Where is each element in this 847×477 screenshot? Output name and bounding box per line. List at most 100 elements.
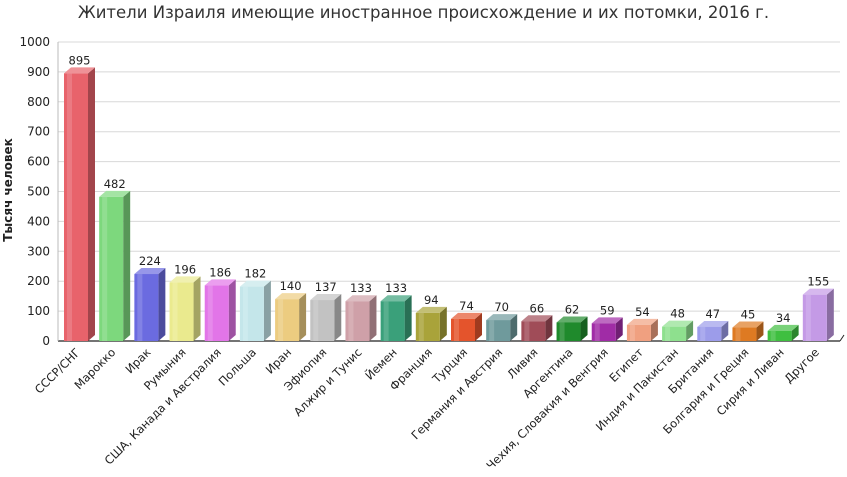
bar [486, 314, 518, 341]
bar-highlight [735, 327, 741, 341]
data-label: 74 [459, 299, 474, 313]
y-tick-label: 700 [27, 125, 50, 139]
data-label: 196 [174, 262, 196, 276]
bar-side [334, 294, 342, 341]
bar-highlight [418, 312, 424, 341]
bar-highlight [454, 318, 459, 341]
bar [134, 268, 166, 341]
bar [732, 321, 764, 341]
x-tick-label: Другое [781, 345, 821, 385]
bar-highlight [207, 285, 213, 341]
bar [239, 280, 271, 341]
data-label: 48 [670, 307, 685, 321]
bar-top [64, 67, 95, 74]
data-label: 54 [635, 305, 650, 319]
bar-side [721, 320, 729, 341]
bar-top [134, 268, 166, 275]
bar [802, 288, 834, 341]
bar [169, 276, 201, 341]
bar [556, 316, 588, 341]
bar-side [650, 318, 658, 341]
x-tick-label: СССР/СНГ [32, 345, 83, 396]
bar-top [767, 324, 799, 331]
data-label: 182 [244, 267, 266, 281]
bar [521, 315, 553, 341]
y-tick-label: 900 [27, 65, 50, 79]
bar-side [88, 67, 95, 342]
x-tick-label: Иран [263, 345, 294, 376]
y-tick-label: 300 [27, 244, 50, 258]
data-label: 45 [741, 308, 756, 322]
bar-highlight [383, 301, 389, 341]
x-axis-depth-line [839, 334, 845, 342]
bars [64, 67, 834, 342]
bar-side [826, 288, 834, 341]
data-label: 137 [315, 280, 337, 294]
x-tick-label: Ирак [122, 345, 153, 376]
bar-top [239, 280, 271, 287]
data-label: 34 [776, 311, 791, 325]
bar-highlight [137, 274, 143, 341]
bar-side [475, 312, 482, 341]
bar-side [263, 280, 271, 341]
bar-highlight [629, 324, 635, 341]
data-label: 66 [530, 301, 545, 315]
bar-side [545, 315, 553, 341]
bar-highlight [242, 286, 248, 341]
data-label: 59 [600, 303, 615, 317]
data-label: 133 [385, 281, 407, 295]
chart-title: Жители Израиля имеющие иностранное проис… [77, 3, 770, 22]
bar-side [615, 317, 623, 341]
bar-top [99, 190, 131, 197]
bar-side [580, 316, 588, 341]
bar-side [228, 279, 236, 341]
bar-highlight [489, 320, 495, 341]
bar-top [697, 320, 729, 327]
y-tick-label: 0 [42, 334, 50, 348]
y-tick-label: 1000 [19, 35, 50, 49]
bar-highlight [665, 326, 671, 341]
bar-front [767, 330, 792, 341]
data-label: 140 [280, 279, 302, 293]
bar-side [510, 314, 518, 341]
bar-top [802, 288, 834, 295]
bar [380, 295, 412, 341]
bar [310, 294, 342, 341]
bar-highlight [700, 326, 706, 341]
data-label: 94 [424, 293, 439, 307]
bar-top [486, 314, 518, 321]
data-label: 482 [104, 177, 126, 191]
bar [99, 190, 131, 341]
bar-side [193, 276, 201, 341]
y-axis-label: Тысяч человек [1, 138, 15, 242]
bar-highlight [67, 73, 72, 342]
y-tick-label: 500 [27, 185, 50, 199]
bar [275, 293, 307, 341]
bar-side [756, 321, 764, 341]
bar [662, 320, 694, 341]
bar-highlight [278, 299, 284, 341]
data-label: 224 [139, 254, 161, 268]
data-label: 70 [494, 300, 509, 314]
bar-highlight [102, 196, 108, 341]
bar [767, 324, 799, 341]
data-label: 155 [807, 275, 829, 289]
bar-top [204, 279, 236, 286]
data-label: 186 [209, 265, 231, 279]
bar-top [591, 317, 623, 324]
bar-side [404, 295, 412, 341]
bar [345, 295, 377, 341]
bar-side [791, 324, 799, 341]
bar-side [123, 190, 131, 341]
y-tick-label: 600 [27, 155, 50, 169]
bar-top [169, 276, 201, 283]
bar-top [345, 295, 377, 302]
bar-top [626, 318, 658, 325]
y-tick-label: 400 [27, 214, 50, 228]
bar-highlight [313, 300, 319, 341]
bar-top [451, 312, 482, 319]
y-tick-label: 800 [27, 95, 50, 109]
bar [64, 67, 95, 342]
